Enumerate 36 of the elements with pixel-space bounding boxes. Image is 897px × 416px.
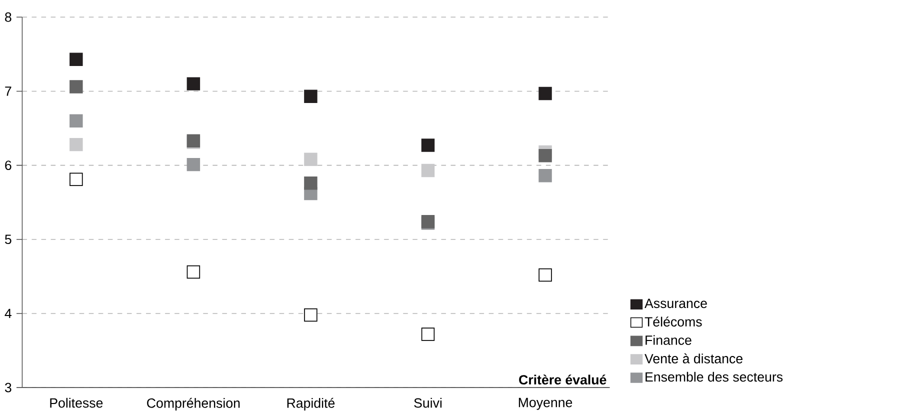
- y-tick-label: 8: [5, 12, 12, 22]
- x-axis-title: Critère évalué: [519, 374, 606, 384]
- point: [70, 52, 83, 66]
- point: [70, 172, 83, 186]
- x-tick-label: Rapidité: [287, 398, 335, 410]
- legend-label: Télécoms: [644, 316, 702, 326]
- y-tick-label: 6: [5, 160, 12, 170]
- legend-label: Assurance: [644, 298, 707, 308]
- y-tick-label: 7: [5, 86, 12, 96]
- x-tick-label: Moyenne: [518, 398, 572, 410]
- point: [538, 86, 552, 100]
- legend-label: Finance: [646, 335, 692, 345]
- point: [70, 114, 83, 128]
- point: [186, 158, 200, 172]
- legend-label: Vente à distance: [644, 353, 742, 364]
- point: [186, 265, 200, 279]
- x-tick-label: Compréhension: [147, 398, 240, 410]
- point: [538, 168, 552, 182]
- point: [421, 164, 435, 178]
- x-tick-label: Suivi: [414, 398, 442, 408]
- point: [538, 148, 552, 162]
- legend-label: Ensemble des secteurs: [646, 372, 783, 382]
- point: [70, 80, 83, 94]
- point: [421, 138, 435, 152]
- point: [538, 268, 552, 282]
- x-tick-label: Politesse: [50, 398, 103, 408]
- point: [304, 152, 318, 166]
- point: [186, 77, 200, 90]
- point: [70, 138, 83, 152]
- y-tick-label: 5: [4, 234, 12, 244]
- y-tick-label: 3: [4, 382, 12, 392]
- point: [304, 176, 318, 190]
- point: [421, 328, 435, 341]
- point: [304, 90, 318, 103]
- y-tick-label: 4: [4, 308, 12, 318]
- point: [304, 308, 318, 322]
